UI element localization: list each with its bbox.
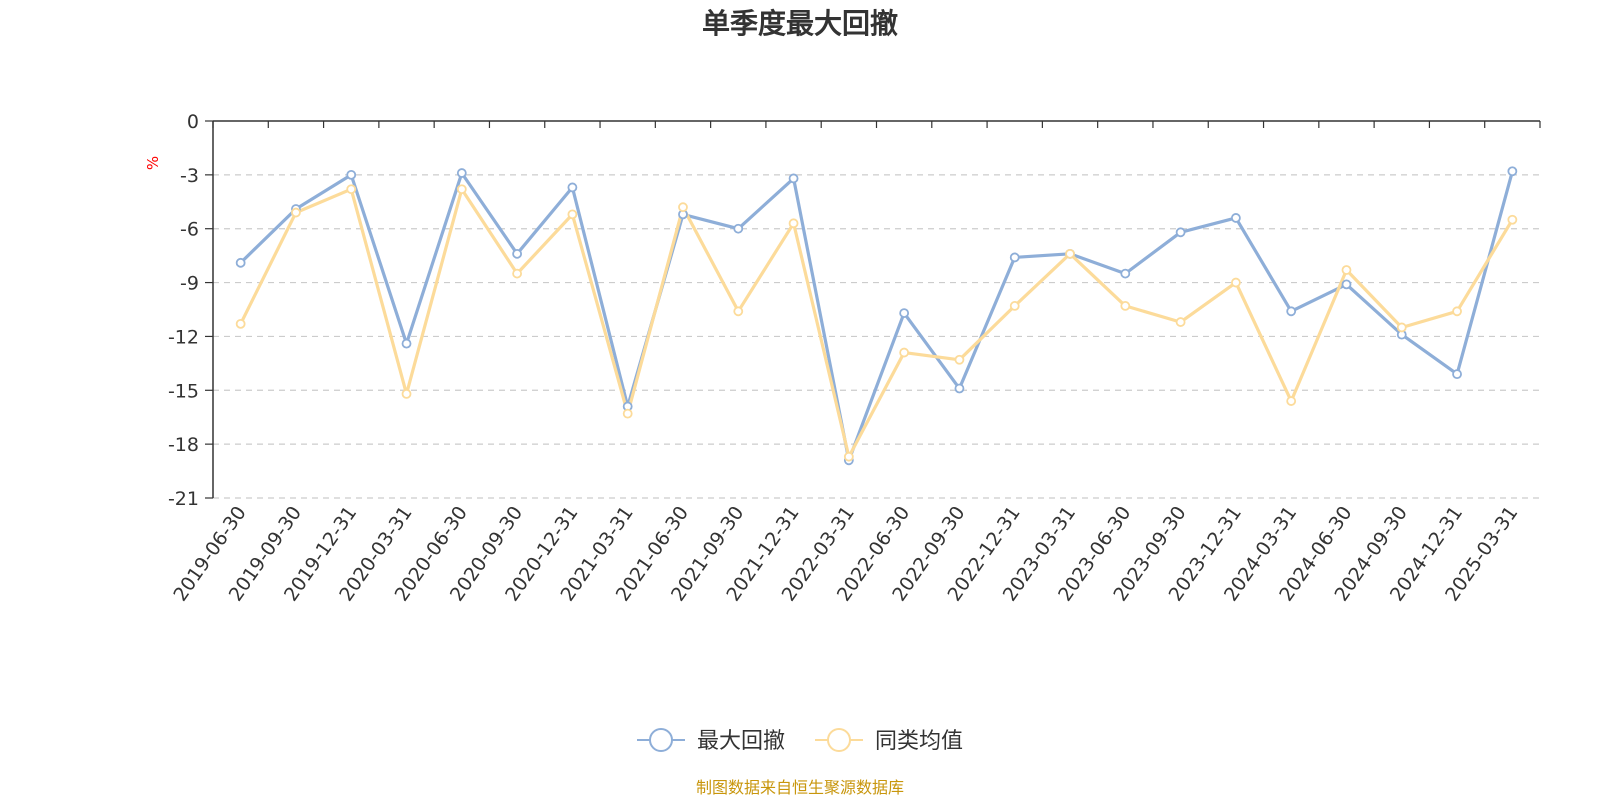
data-point[interactable] bbox=[1396, 322, 1407, 333]
legend[interactable]: 最大回撤 同类均值 bbox=[637, 728, 963, 754]
y-tick-label: -3 bbox=[180, 165, 199, 187]
legend-circle-icon bbox=[827, 728, 851, 752]
data-point[interactable] bbox=[1341, 265, 1352, 275]
data-point[interactable] bbox=[1286, 396, 1297, 406]
y-tick-label: -21 bbox=[168, 488, 199, 510]
data-point[interactable] bbox=[1009, 301, 1020, 311]
grid-lines bbox=[213, 174, 1540, 499]
chart-title: 单季度最大回撤 bbox=[702, 7, 898, 40]
data-point[interactable] bbox=[456, 168, 467, 178]
data-point[interactable] bbox=[1507, 166, 1518, 177]
data-point[interactable] bbox=[1175, 227, 1186, 238]
y-tick-label: 0 bbox=[187, 111, 199, 133]
data-point[interactable] bbox=[954, 354, 965, 365]
y-tick-label: -9 bbox=[180, 273, 199, 295]
data-point[interactable] bbox=[1452, 306, 1462, 317]
data-point[interactable] bbox=[899, 347, 910, 358]
data-point[interactable] bbox=[622, 408, 633, 419]
legend-item[interactable]: 最大回撤 bbox=[637, 728, 785, 754]
series-line bbox=[239, 187, 1514, 459]
data-point[interactable] bbox=[843, 451, 854, 462]
data-point[interactable] bbox=[788, 173, 799, 184]
data-point[interactable] bbox=[788, 218, 799, 229]
data-point[interactable] bbox=[1175, 317, 1186, 327]
data-point[interactable] bbox=[1065, 248, 1075, 259]
data-point[interactable] bbox=[567, 182, 578, 193]
data-point[interactable] bbox=[1341, 279, 1352, 290]
data-point[interactable] bbox=[1507, 214, 1518, 225]
legend-label: 同类均值 bbox=[875, 729, 963, 754]
data-point[interactable] bbox=[733, 223, 744, 234]
data-point[interactable] bbox=[291, 207, 301, 218]
data-point[interactable] bbox=[954, 383, 965, 394]
data-point[interactable] bbox=[1230, 213, 1241, 223]
legend-circle-icon bbox=[649, 728, 673, 752]
y-tick-label: -6 bbox=[180, 219, 199, 241]
data-point[interactable] bbox=[567, 209, 578, 220]
data-point[interactable] bbox=[235, 318, 246, 329]
data-point[interactable] bbox=[1009, 252, 1020, 263]
series-line bbox=[239, 170, 1514, 462]
data-point[interactable] bbox=[1230, 277, 1241, 288]
data-point[interactable] bbox=[1452, 369, 1462, 380]
y-tick-label: -12 bbox=[168, 326, 199, 348]
data-point[interactable] bbox=[346, 184, 357, 195]
data-point[interactable] bbox=[456, 184, 467, 195]
data-point[interactable] bbox=[733, 306, 744, 317]
y-axis-unit: % bbox=[144, 156, 162, 170]
source-note: 制图数据来自恒生聚源数据库 bbox=[696, 778, 904, 797]
data-point[interactable] bbox=[512, 248, 523, 259]
data-point[interactable] bbox=[1286, 306, 1297, 317]
y-tick-label: -15 bbox=[168, 380, 199, 402]
y-tick-label: -18 bbox=[168, 434, 199, 456]
data-point[interactable] bbox=[1120, 301, 1131, 311]
data-point[interactable] bbox=[346, 169, 357, 180]
data-point[interactable] bbox=[678, 202, 688, 213]
legend-label: 最大回撤 bbox=[697, 729, 785, 754]
series-lines bbox=[235, 166, 1518, 466]
data-point[interactable] bbox=[1120, 268, 1131, 279]
data-point[interactable] bbox=[235, 257, 246, 268]
axes: 0-3-6-9-12-15-18-212019-06-302019-09-302… bbox=[168, 111, 1541, 605]
data-point[interactable] bbox=[899, 308, 910, 318]
legend-item[interactable]: 同类均值 bbox=[815, 728, 963, 754]
data-point[interactable] bbox=[401, 338, 412, 349]
data-point[interactable] bbox=[512, 268, 523, 279]
data-point[interactable] bbox=[401, 388, 412, 399]
